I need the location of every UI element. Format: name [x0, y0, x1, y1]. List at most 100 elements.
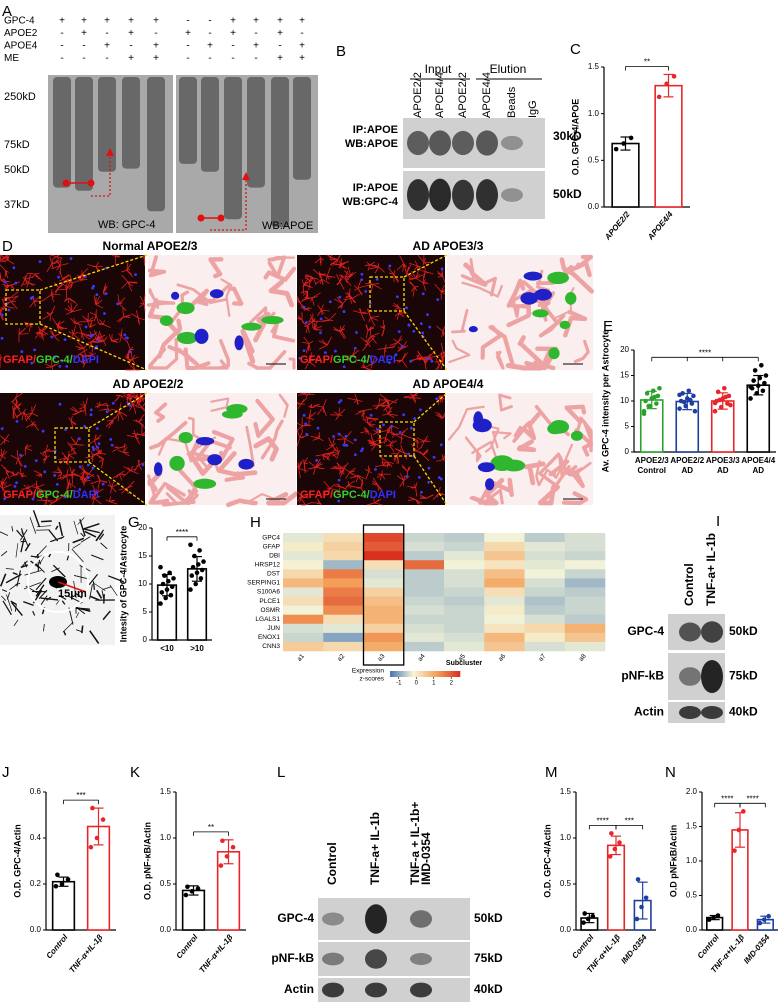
astrocyte-process	[403, 475, 406, 481]
astrocyte-process	[306, 307, 312, 310]
astrocyte-process	[79, 406, 86, 410]
astrocyte-process	[442, 415, 446, 419]
process	[75, 606, 86, 615]
astrocyte-process	[106, 402, 109, 410]
astrocyte-process	[416, 439, 420, 444]
astrocyte-process	[422, 282, 426, 291]
astrocyte-process	[10, 291, 19, 298]
process	[10, 601, 23, 617]
astrocyte-process	[24, 272, 29, 280]
astrocyte-process	[16, 402, 22, 407]
astrocyte-process	[373, 429, 378, 433]
y-tick-label: 1.0	[160, 833, 172, 842]
astrocyte-process	[110, 408, 120, 412]
astrocyte-process	[328, 444, 333, 447]
astrocyte-process	[47, 499, 56, 502]
row-label: GPC-4	[277, 911, 314, 925]
nucleus	[123, 333, 127, 337]
astrocyte-process	[119, 411, 124, 421]
nucleus	[353, 453, 357, 457]
astrocyte-process	[355, 475, 359, 483]
gpc4-blob	[565, 292, 577, 305]
blot-band	[429, 130, 451, 156]
y-tick-label: 1.5	[160, 787, 172, 796]
heat-cell	[283, 632, 324, 643]
astrocyte-process	[66, 283, 73, 290]
astrocyte-process	[58, 271, 64, 280]
astrocyte-process	[340, 262, 345, 266]
astrocyte-process	[438, 486, 441, 494]
heat-cell	[403, 587, 445, 597]
astrocyte-process	[369, 327, 372, 337]
astrocyte-process	[368, 416, 373, 419]
data-point	[192, 553, 197, 559]
astrocyte-process	[397, 448, 402, 455]
astrocyte-process	[326, 275, 330, 280]
astrocyte-process	[49, 330, 55, 337]
nucleus	[342, 310, 346, 313]
astrocyte-process	[328, 437, 333, 447]
astrocyte-process	[336, 486, 341, 495]
row-label: SERPING1	[247, 580, 280, 587]
heat-cell	[564, 587, 606, 597]
process	[55, 600, 60, 605]
astrocyte-process	[372, 477, 379, 486]
astrocyte-process	[51, 260, 54, 265]
astrocyte-process	[296, 491, 303, 497]
blot	[318, 898, 470, 940]
astrocyte-process	[10, 296, 19, 298]
colorbar-cell	[428, 671, 431, 677]
data-point	[158, 601, 163, 606]
stain-part: GPC-4/	[36, 354, 73, 366]
astrocyte-process	[0, 259, 2, 262]
astrocyte-process	[347, 397, 358, 401]
astrocyte-process	[8, 298, 12, 303]
astrocyte-surface	[147, 255, 167, 278]
x-tick-label: IMD-0354	[619, 932, 649, 965]
heat-cell	[323, 605, 364, 615]
dapi-blob	[473, 411, 484, 427]
astrocyte-process	[339, 465, 347, 470]
astrocyte-process	[360, 430, 369, 434]
astrocyte-process	[27, 488, 32, 491]
astrocyte-process	[32, 486, 37, 488]
astrocyte-process	[319, 344, 328, 350]
zoom-line	[413, 392, 448, 423]
astrocyte-process	[67, 482, 70, 486]
astrocyte-process	[313, 320, 319, 330]
astrocyte-process	[17, 458, 23, 467]
astrocyte-process	[396, 263, 405, 271]
y-tick-label: 0.2	[30, 879, 42, 888]
astrocyte-process	[95, 261, 99, 267]
x-tick-label: AD	[681, 466, 693, 475]
data-point	[224, 854, 230, 859]
astrocyte-process	[319, 437, 324, 442]
astrocyte-process	[366, 308, 371, 318]
heat-cell	[444, 542, 485, 552]
astrocyte-process	[82, 401, 86, 408]
astrocyte-process	[306, 308, 310, 312]
astrocyte-process	[6, 284, 12, 287]
lane-sign: +	[128, 16, 134, 27]
astrocyte-process	[385, 437, 392, 443]
process	[2, 600, 12, 616]
nucleus	[304, 422, 308, 426]
astrocyte-process	[143, 294, 146, 304]
astrocyte-process	[84, 397, 89, 408]
astrocyte-process	[126, 488, 129, 494]
astrocyte-process	[130, 468, 137, 472]
lane-sign: -	[82, 41, 85, 52]
colorbar-cell	[430, 671, 433, 677]
astrocyte-process	[371, 265, 379, 268]
astrocyte-process	[338, 408, 346, 416]
heat-cell	[444, 551, 485, 561]
panel-letter: G	[128, 514, 140, 531]
sig-label: **	[208, 823, 214, 832]
astrocyte-process	[324, 316, 330, 321]
nucleus	[50, 335, 54, 339]
astrocyte-surface	[464, 436, 482, 463]
astrocyte-process	[121, 269, 127, 273]
astrocyte-process	[348, 484, 353, 487]
astrocyte-process	[442, 352, 446, 358]
astrocyte-process	[372, 282, 380, 285]
